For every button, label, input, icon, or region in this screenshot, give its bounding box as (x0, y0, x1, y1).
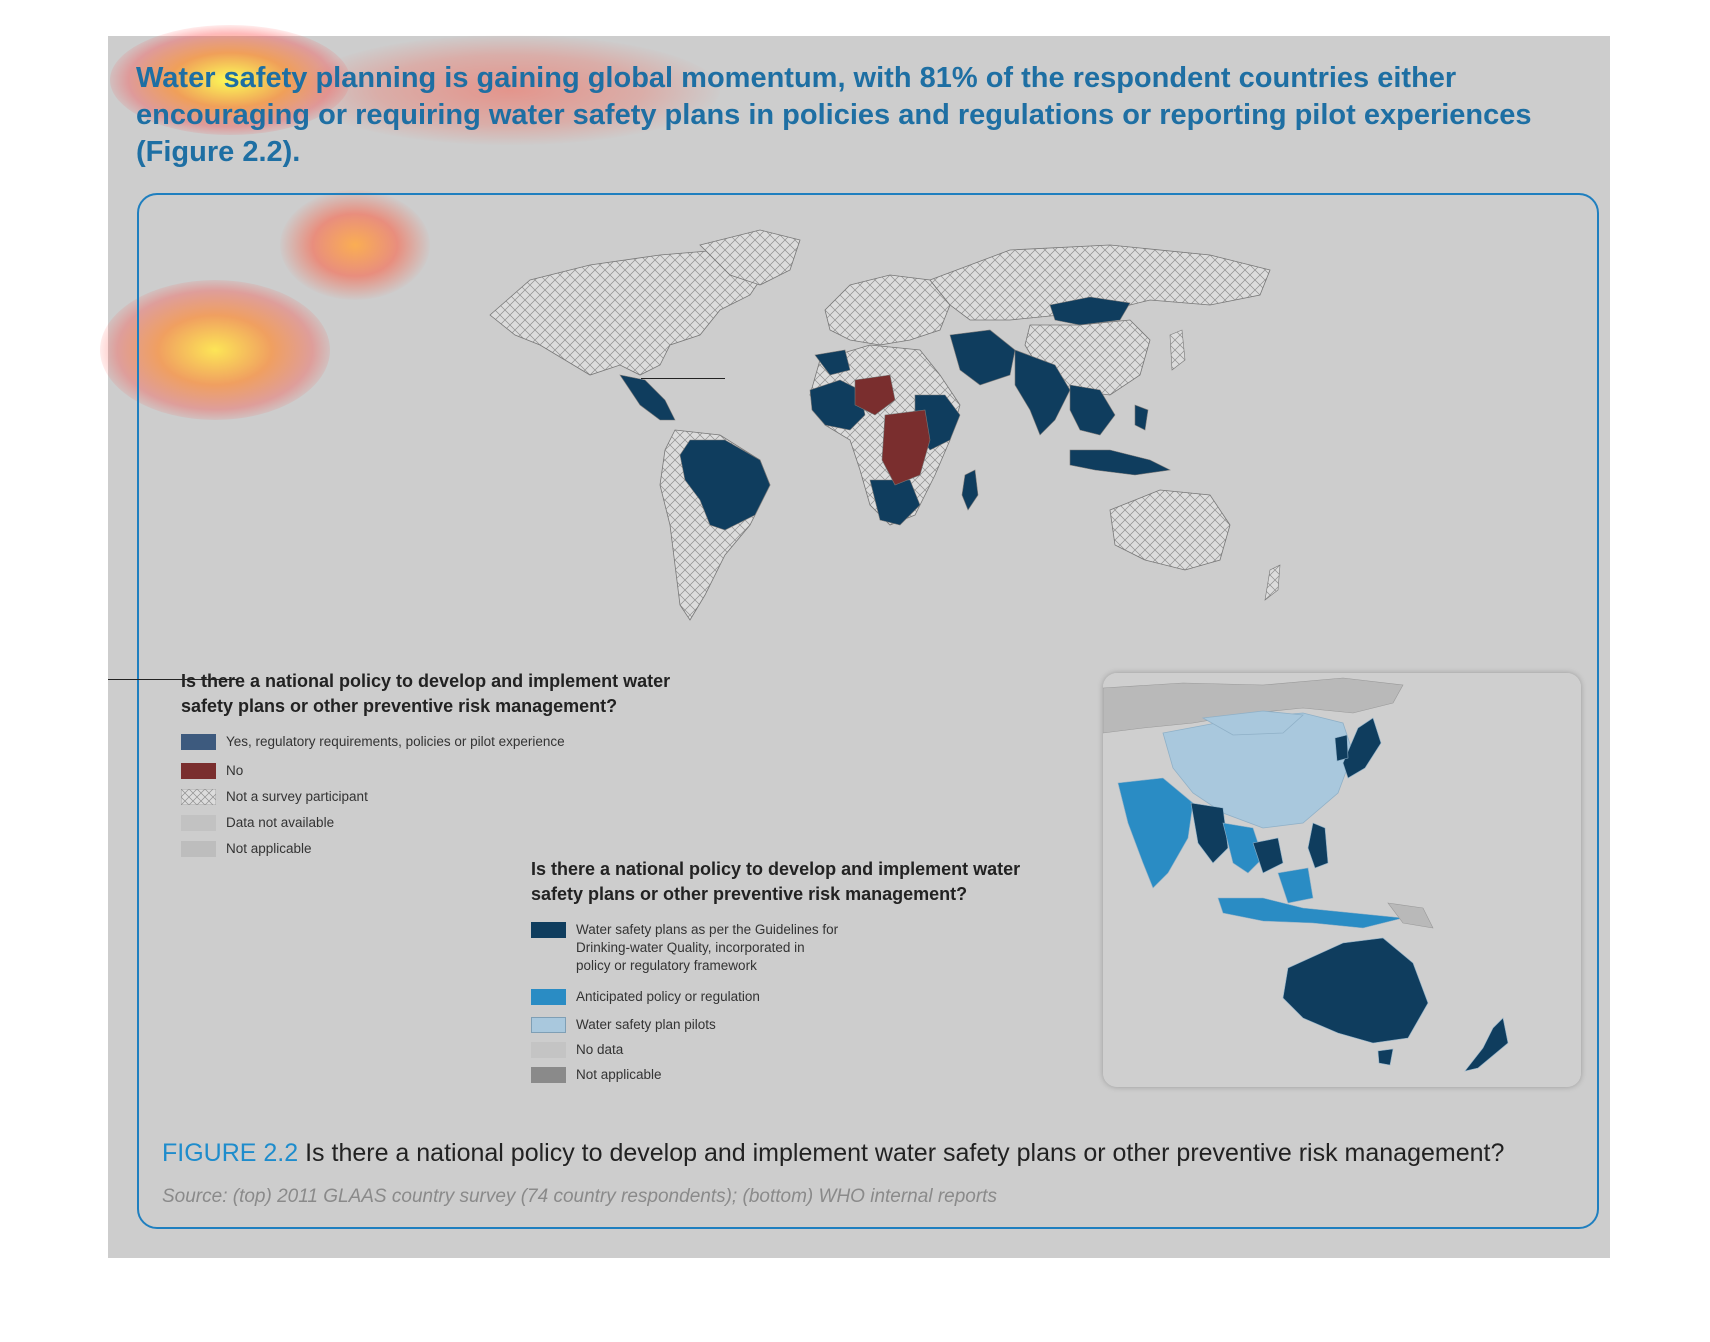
legend-top-title-line1: Is there a national policy to develop an… (181, 671, 671, 691)
inset-map-svg (1103, 673, 1581, 1087)
legend-swatch (181, 815, 216, 831)
legend-bottom-item-not-applicable: Not applicable (531, 1066, 662, 1084)
inset-australia (1282, 937, 1429, 1044)
inset-cambodia (1252, 837, 1284, 874)
world-map (489, 229, 1281, 621)
southeast-asia (1069, 384, 1116, 436)
legend-swatch (531, 922, 566, 938)
legend-swatch-crosshatch (181, 789, 216, 805)
europe (824, 274, 951, 346)
inset-myanmar (1190, 802, 1229, 864)
central-america (619, 374, 676, 421)
legend-bottom-item-no-data: No data (531, 1041, 623, 1059)
middle-east (949, 329, 1016, 386)
legend-bottom-title-line2: safety plans or other preventive risk ma… (531, 884, 968, 904)
legend-swatch (531, 1017, 566, 1033)
legend-swatch (181, 734, 216, 750)
legend-label: Yes, regulatory requirements, policies o… (226, 734, 565, 749)
legend-label: Anticipated policy or regulation (576, 989, 760, 1004)
divider-line (641, 378, 725, 379)
new-zealand (1264, 564, 1281, 601)
inset-map-western-pacific (1103, 673, 1581, 1087)
africa-west (809, 379, 866, 431)
legend-bottom-item-wsp-guidelines: Water safety plans as per the Guidelines… (531, 921, 838, 975)
caption-label: FIGURE 2.2 (162, 1139, 299, 1167)
indonesia (1069, 449, 1171, 476)
legend-label: Data not available (226, 815, 335, 830)
inset-thailand (1222, 822, 1264, 874)
figure-caption: FIGURE 2.2 Is there a national policy to… (162, 1139, 1504, 1168)
inset-png (1387, 902, 1434, 929)
legend-bottom-item-anticipated: Anticipated policy or regulation (531, 988, 760, 1006)
legend-label: Not applicable (226, 841, 312, 856)
africa-no-central (881, 409, 931, 486)
inset-north-land (1103, 677, 1404, 734)
figure-source: Source: (top) 2011 GLAAS country survey … (162, 1186, 997, 1207)
figure-frame (137, 193, 1599, 1229)
legend-bottom-item-pilots: Water safety plan pilots (531, 1016, 716, 1034)
legend-label: Water safety plans as per the Guidelines… (576, 921, 838, 975)
greenland (699, 229, 801, 286)
africa-no-west (854, 374, 896, 416)
inset-borneo (1277, 867, 1314, 904)
legend-label-line: policy or regulatory framework (576, 958, 757, 973)
inset-india (1117, 777, 1194, 889)
caption-text: Is there a national policy to develop an… (298, 1139, 1505, 1167)
north-africa-navy (814, 349, 851, 376)
philippines (1134, 404, 1149, 431)
inset-tasmania (1377, 1048, 1394, 1066)
intro-text: Water safety planning is gaining global … (136, 62, 1532, 168)
inset-philippines (1307, 822, 1329, 869)
inset-new-zealand (1464, 1017, 1509, 1072)
legend-top-item-not-applicable: Not applicable (181, 840, 312, 858)
inset-japan (1342, 717, 1382, 779)
legend-label: Water safety plan pilots (576, 1017, 716, 1032)
legend-label-line: Drinking-water Quality, incorporated in (576, 940, 805, 955)
legend-label: Not a survey participant (226, 789, 368, 804)
legend-bottom-title-line1: Is there a national policy to develop an… (531, 859, 1021, 879)
madagascar (961, 469, 979, 511)
legend-label: Not applicable (576, 1067, 662, 1082)
legend-label: No (226, 763, 244, 778)
legend-top-item-not-participant: Not a survey participant (181, 788, 368, 806)
brazil (679, 439, 771, 531)
legend-swatch (531, 989, 566, 1005)
legend-top-item-no: No (181, 762, 243, 780)
legend-swatch (531, 1067, 566, 1083)
legend-top-item-data-not-available: Data not available (181, 814, 334, 832)
legend-label: No data (576, 1042, 624, 1057)
inset-indonesia (1217, 897, 1404, 929)
divider-line (108, 679, 238, 680)
inset-korea (1334, 734, 1349, 762)
japan (1169, 329, 1186, 371)
australia (1109, 489, 1231, 571)
legend-swatch (531, 1042, 566, 1058)
legend-label-line: Water safety plans as per the Guidelines… (576, 922, 839, 937)
legend-top-item-yes: Yes, regulatory requirements, policies o… (181, 733, 565, 751)
north-america (489, 249, 771, 376)
legend-swatch (181, 841, 216, 857)
north-asia (929, 244, 1271, 321)
africa-south (869, 479, 921, 526)
inset-mongolia (1201, 710, 1304, 736)
legend-swatch (181, 763, 216, 779)
mongolia (1049, 296, 1131, 326)
south-asia (1014, 349, 1071, 436)
legend-top-title-line2: safety plans or other preventive risk ma… (181, 696, 618, 716)
